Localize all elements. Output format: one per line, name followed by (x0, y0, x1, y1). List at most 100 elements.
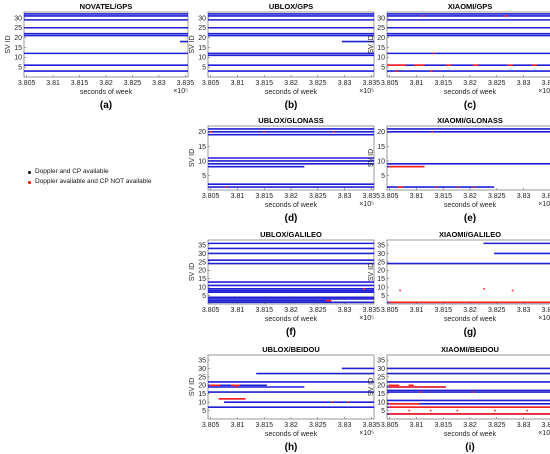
x-tick-label: 3.825 (124, 80, 142, 87)
x-tick-label: 3.81 (410, 307, 424, 314)
x-tick-label: 3.81 (231, 193, 245, 200)
black-dot-icon (28, 170, 31, 174)
x-tick-label: 3.83 (517, 80, 531, 87)
panel-e: 5 10 15 20 3.805 3.81 3.815 3.82 3.825 3.83 3.835 X… (368, 116, 550, 224)
x-axis-label: seconds of week (80, 89, 133, 96)
y-tick-label: 10 (377, 55, 385, 62)
x-tick-label: 3.815 (71, 80, 89, 87)
x-tick-label: 3.805 (381, 422, 399, 429)
x-tick-label: 3.83 (152, 80, 166, 87)
x-tick-label: 3.81 (231, 422, 245, 429)
y-tick-label: 35 (198, 357, 206, 364)
y-tick-label: 30 (198, 251, 206, 258)
x-tick-label: 3.835 (542, 193, 550, 200)
x-tick-label: 3.815 (255, 307, 273, 314)
legend-label: Doppler and CP available (35, 168, 109, 175)
x-tick-label: 3.81 (231, 80, 245, 87)
y-tick-label: 25 (377, 374, 385, 381)
x-tick-label: 3.82 (463, 422, 477, 429)
y-axis-label: SV ID (368, 263, 375, 281)
y-tick-label: 5 (381, 408, 385, 415)
x-axis-label: seconds of week (265, 202, 318, 209)
y-tick-label: 5 (202, 293, 206, 300)
y-tick-label: 15 (198, 276, 206, 283)
legend-label: Doppler available and CP NOT available (35, 178, 152, 185)
y-tick-label: 15 (14, 45, 22, 52)
y-tick-label: 15 (198, 144, 206, 151)
x-tick-label: 3.815 (434, 193, 452, 200)
panel-letter: (c) (464, 100, 476, 111)
x-tick-label: 3.825 (488, 307, 506, 314)
y-tick-label: 5 (381, 65, 385, 72)
x-tick-label: 3.825 (309, 80, 327, 87)
y-axis-label: SV ID (368, 35, 375, 53)
x-tick-label: 3.805 (381, 307, 399, 314)
x-tick-label: 3.83 (338, 307, 352, 314)
y-tick-label: 20 (198, 129, 206, 136)
y-tick-label: 10 (377, 285, 385, 292)
y-axis-label: SV ID (368, 149, 375, 167)
panel-title: UBLOX/GALILEO (260, 230, 322, 239)
x-tick-label: 3.805 (381, 80, 399, 87)
y-tick-label: 15 (198, 391, 206, 398)
y-tick-label: 30 (377, 251, 385, 258)
y-tick-label: 10 (198, 55, 206, 62)
plot-frame (386, 125, 550, 191)
x-tick-label: 3.815 (434, 422, 452, 429)
y-tick-label: 10 (198, 158, 206, 165)
x-exponent: ×10⁵ (538, 88, 550, 95)
y-tick-label: 10 (14, 55, 22, 62)
y-tick-label: 20 (377, 268, 385, 275)
x-tick-label: 3.81 (410, 80, 424, 87)
panel-letter: (i) (465, 442, 474, 453)
y-tick-label: 25 (198, 259, 206, 266)
y-tick-label: 20 (198, 383, 206, 390)
x-exponent: ×10⁵ (173, 88, 188, 95)
y-tick-label: 25 (198, 25, 206, 32)
x-tick-label: 3.815 (255, 193, 273, 200)
x-tick-label: 3.81 (410, 422, 424, 429)
panel-title: NOVATEL/GPS (80, 2, 133, 11)
x-tick-label: 3.835 (363, 193, 381, 200)
x-tick-label: 3.81 (231, 307, 245, 314)
x-tick-label: 3.815 (255, 422, 273, 429)
x-tick-label: 3.805 (202, 307, 220, 314)
x-tick-label: 3.82 (463, 80, 477, 87)
x-exponent: ×10⁵ (538, 315, 550, 322)
x-exponent: ×10⁵ (359, 315, 374, 322)
panel-letter: (b) (285, 100, 298, 111)
y-tick-label: 10 (377, 400, 385, 407)
y-tick-label: 15 (377, 276, 385, 283)
x-tick-label: 3.835 (363, 307, 381, 314)
y-tick-label: 35 (198, 242, 206, 249)
plot-frame (207, 11, 375, 78)
x-tick-label: 3.82 (463, 307, 477, 314)
panel-b: 5 10 15 20 25 30 3.805 3.81 3.815 3.82 3.825 3.83 3.… (189, 2, 380, 111)
y-tick-label: 20 (198, 268, 206, 275)
y-axis-label: SV ID (368, 378, 375, 396)
x-exponent: ×10⁵ (538, 430, 550, 437)
x-tick-label: 3.815 (255, 80, 273, 87)
y-tick-label: 20 (377, 383, 385, 390)
x-tick-label: 3.83 (338, 80, 352, 87)
x-tick-label: 3.82 (284, 307, 298, 314)
x-tick-label: 3.805 (381, 193, 399, 200)
x-tick-label: 3.825 (488, 422, 506, 429)
x-axis-label: seconds of week (444, 431, 497, 438)
x-tick-label: 3.835 (363, 422, 381, 429)
y-tick-label: 30 (198, 366, 206, 373)
y-axis-label: SV ID (189, 263, 196, 281)
x-tick-label: 3.805 (202, 193, 220, 200)
y-tick-label: 30 (14, 15, 22, 22)
y-tick-label: 35 (377, 357, 385, 364)
x-tick-label: 3.805 (202, 80, 220, 87)
x-axis-label: seconds of week (265, 431, 318, 438)
y-tick-label: 10 (377, 158, 385, 165)
x-tick-label: 3.83 (517, 422, 531, 429)
plot-frame (386, 239, 550, 305)
x-axis-label: seconds of week (444, 89, 497, 96)
y-tick-label: 5 (202, 173, 206, 180)
